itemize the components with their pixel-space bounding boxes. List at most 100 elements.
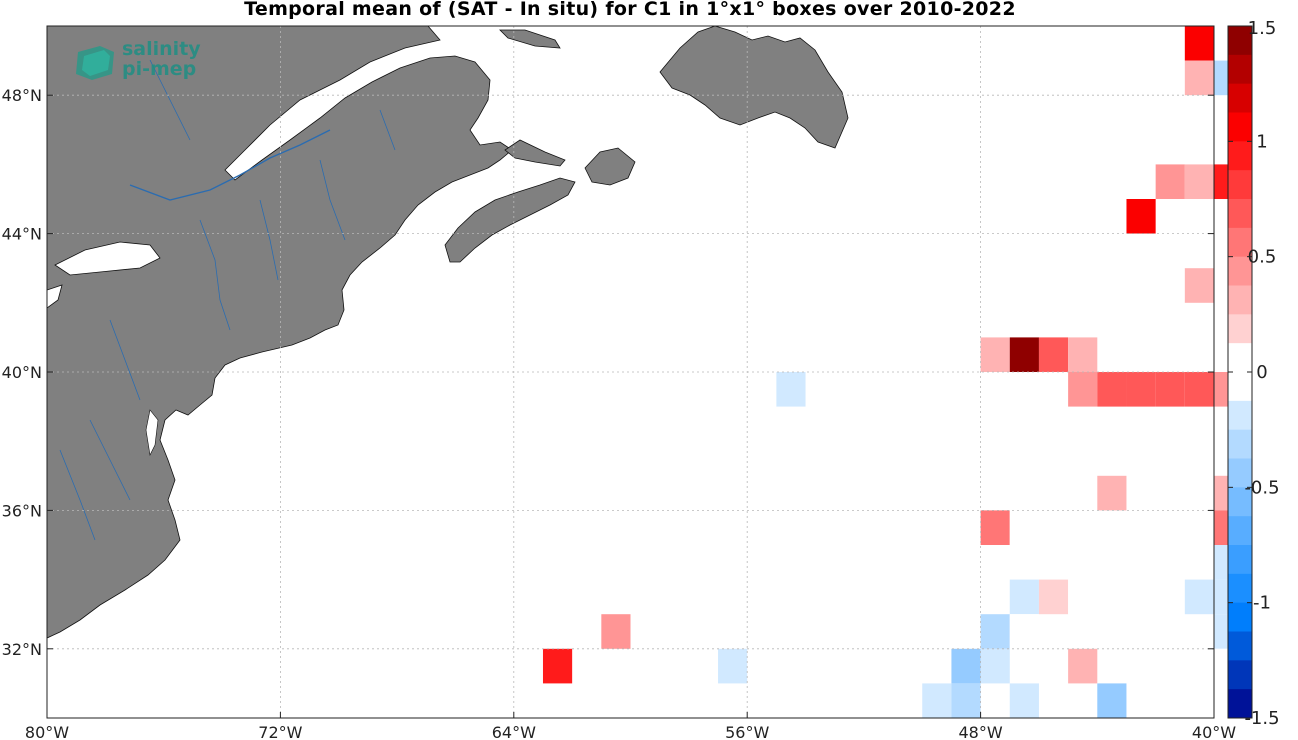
colorbar-step [1228, 689, 1252, 719]
lat-tick-label: 32°N [2, 640, 42, 659]
latitude-ticks: 32°N 36°N 40°N 44°N 48°N [2, 86, 1214, 659]
heatmap-cell [776, 372, 806, 407]
lon-tick-label: 64°W [492, 723, 536, 740]
colorbar-tick-label: 0 [1256, 362, 1267, 383]
colorbar-tick-label: -1 [1253, 593, 1271, 614]
lake-erie [47, 284, 63, 309]
heatmap-cell [426, 683, 456, 718]
heatmap-cell [1184, 164, 1214, 199]
heatmap-cell [1038, 337, 1069, 372]
heatmap-cell [951, 648, 981, 684]
heatmap-cell [1009, 337, 1039, 372]
lon-tick-label: 56°W [725, 723, 769, 740]
colorbar-step [1228, 314, 1252, 344]
north-america-land [47, 26, 513, 639]
colorbar [1227, 25, 1253, 719]
lon-tick-label: 80°W [25, 723, 69, 740]
heatmap-cell [1068, 510, 1098, 545]
nova-scotia-land [444, 177, 576, 263]
colorbar-step [1228, 256, 1252, 286]
colorbar-ticks: 1.5 1 0.5 0 -0.5 -1 -1.5 [1228, 18, 1280, 729]
colorbar-step [1228, 516, 1252, 546]
heatmap-cell [922, 510, 952, 545]
colorbar-step [1228, 429, 1252, 459]
colorbar-step [1228, 660, 1252, 690]
colorbar-step [1228, 372, 1252, 402]
colorbar-tick-label: -0.5 [1244, 477, 1279, 498]
lon-tick-label: 72°W [258, 723, 302, 740]
land-mass [47, 26, 849, 639]
colorbar-step [1228, 112, 1252, 142]
colorbar-step [1228, 26, 1252, 56]
chesapeake-bay [145, 409, 159, 456]
heatmap-cell [980, 510, 1010, 545]
lake-ontario [54, 241, 161, 276]
colorbar-tick-label: 0.5 [1248, 247, 1277, 268]
heatmap-cell [601, 614, 631, 649]
heatmap-cell [1126, 683, 1156, 718]
heatmap-cell [980, 648, 1010, 684]
heatmap-cell [1068, 372, 1098, 407]
heatmap-cell [1068, 337, 1098, 372]
heatmap-cell [1184, 268, 1214, 303]
chart-title: Temporal mean of (SAT - In situ) for C1 … [244, 0, 1016, 20]
newfoundland-land [659, 26, 849, 149]
heatmap-cell [951, 337, 981, 372]
heatmap-cell [1068, 579, 1098, 615]
colorbar-step [1228, 573, 1252, 604]
heatmap-cell [980, 614, 1010, 649]
heatmap-cell [1155, 268, 1185, 303]
lon-tick-label: 40°W [1192, 723, 1236, 740]
heatmap-cell [1038, 579, 1069, 615]
heatmap-cell [718, 648, 748, 684]
colorbar-step [1228, 199, 1252, 229]
colorbar-tick-label: 1.5 [1248, 18, 1277, 39]
lat-tick-label: 44°N [2, 225, 42, 244]
heatmap-cell [1126, 475, 1156, 511]
heatmap-cell [718, 614, 748, 649]
heatmap-cell [951, 683, 981, 718]
heatmap-cell [1184, 372, 1214, 407]
heatmap-cell [1068, 475, 1098, 511]
heatmap-cell [922, 545, 952, 580]
heatmap-cell [834, 545, 864, 580]
heatmap-cell [1097, 683, 1127, 718]
heatmap-cell [1184, 26, 1214, 61]
heatmap-cell [1068, 648, 1098, 684]
heatmap-cell [1097, 614, 1127, 649]
heatmap-cell [1097, 372, 1127, 407]
heatmap-cell [718, 510, 748, 545]
heatmap-cell [1126, 233, 1156, 269]
heatmap-cell [980, 337, 1010, 372]
heatmap-cell [1155, 372, 1185, 407]
colorbar-step [1228, 631, 1252, 661]
lat-tick-label: 40°N [2, 363, 42, 382]
heatmap-cell [1126, 199, 1156, 234]
heatmap-cell [1126, 372, 1156, 407]
colorbar-step [1228, 458, 1252, 488]
colorbar-step [1228, 170, 1252, 200]
colorbar-step [1228, 602, 1252, 632]
anticosti-land [499, 29, 561, 49]
lat-tick-label: 48°N [2, 86, 42, 105]
logo-line2: pi-mep [122, 58, 197, 80]
lon-tick-label: 48°W [959, 723, 1003, 740]
heatmap-cell [718, 545, 748, 580]
heatmap-cell [1009, 614, 1039, 649]
logo-mark-icon [76, 46, 114, 80]
colorbar-step [1228, 400, 1252, 431]
pei-land [504, 139, 566, 167]
colorbar-step [1228, 343, 1252, 373]
heatmap-cell [1097, 475, 1127, 511]
colorbar-step [1228, 141, 1252, 171]
colorbar-step [1228, 285, 1252, 315]
heatmap-cell [1184, 683, 1214, 718]
lat-tick-label: 36°N [2, 501, 42, 520]
heatmap-cell [1009, 579, 1039, 615]
logo-line1: salinity [122, 38, 201, 60]
cape-breton-land [584, 147, 636, 186]
heatmap-cell [1155, 683, 1185, 718]
colorbar-tick-label: -1.5 [1244, 708, 1279, 729]
colorbar-step [1228, 83, 1252, 113]
